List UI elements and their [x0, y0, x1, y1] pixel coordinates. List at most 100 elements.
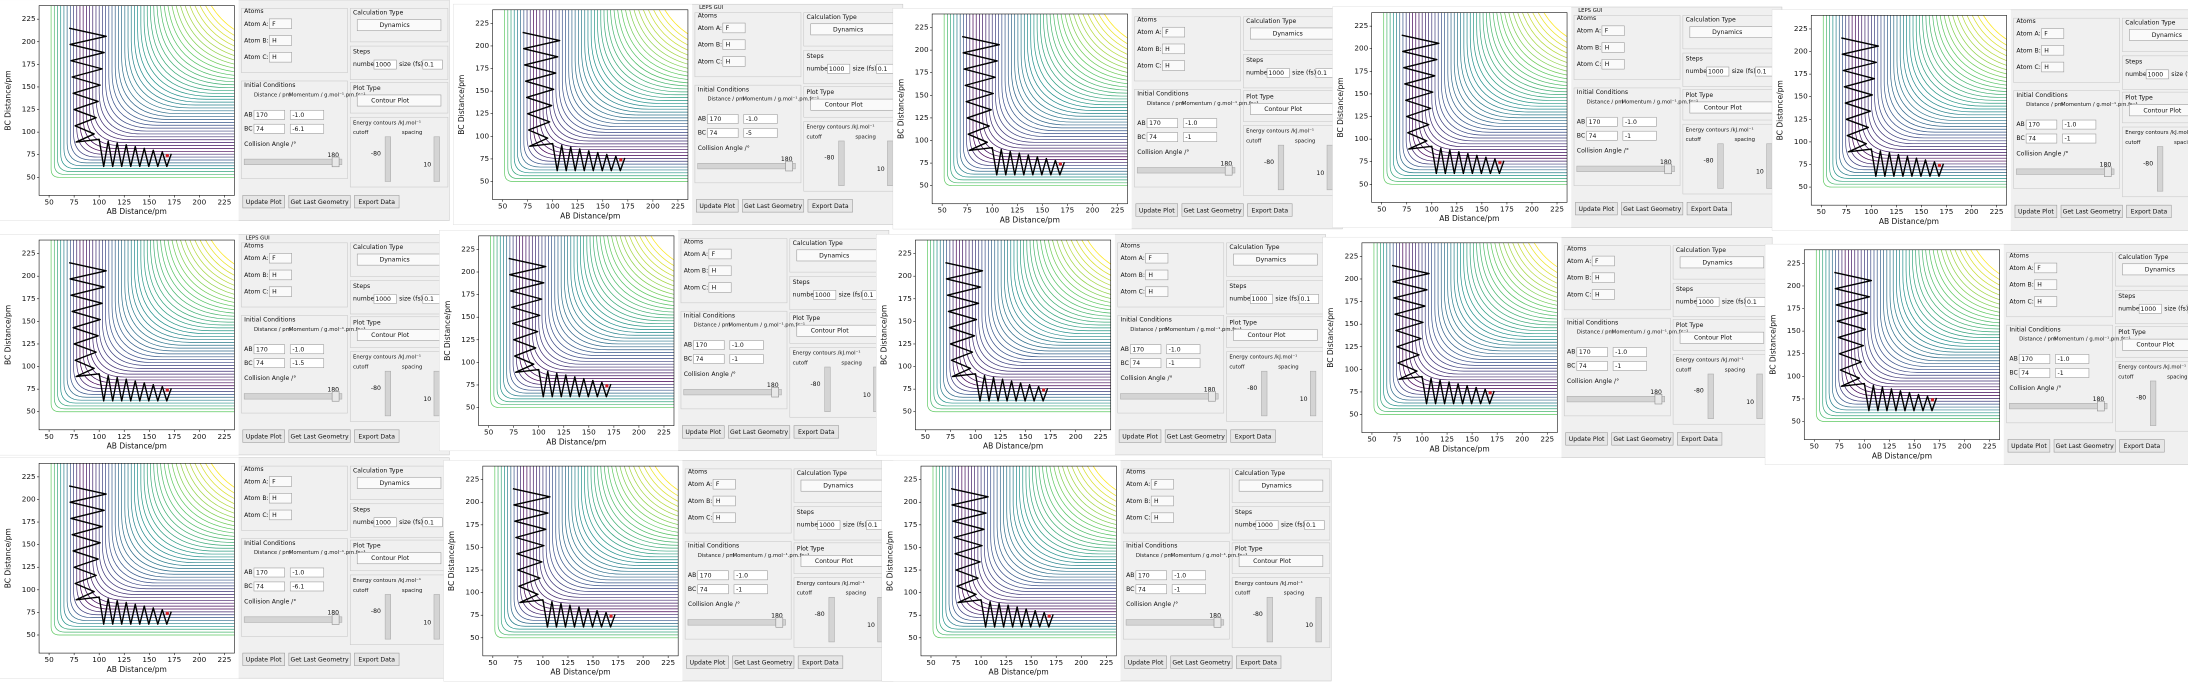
- button[interactable]: [807, 199, 853, 213]
- button[interactable]: [354, 652, 400, 666]
- input[interactable]: [1706, 66, 1730, 77]
- slider-handle[interactable]: [775, 617, 784, 628]
- button[interactable]: [242, 195, 285, 209]
- slider-handle[interactable]: [785, 160, 793, 172]
- atom-dropdown[interactable]: [1601, 25, 1625, 36]
- atom-dropdown[interactable]: [712, 512, 736, 523]
- spacing-slider[interactable]: [1315, 596, 1322, 643]
- input[interactable]: [2018, 354, 2051, 364]
- spacing-slider[interactable]: [433, 370, 440, 417]
- button[interactable]: [696, 199, 739, 213]
- atom-dropdown[interactable]: [1145, 269, 1169, 281]
- cutoff-slider[interactable]: [838, 140, 845, 186]
- dropdown[interactable]: [1679, 331, 1765, 344]
- atom-dropdown[interactable]: [269, 476, 292, 487]
- spacing-slider[interactable]: [1310, 370, 1317, 417]
- cutoff-slider[interactable]: [824, 366, 831, 412]
- input[interactable]: [1130, 358, 1162, 369]
- button[interactable]: [2014, 204, 2058, 218]
- dropdown[interactable]: [2129, 29, 2188, 41]
- angle-slider[interactable]: [2016, 168, 2115, 175]
- input[interactable]: [289, 581, 325, 592]
- slider-handle[interactable]: [1208, 391, 1216, 402]
- slider-handle[interactable]: [331, 614, 340, 625]
- slider-handle[interactable]: [1213, 617, 1222, 628]
- input[interactable]: [1135, 570, 1167, 581]
- button[interactable]: [288, 195, 351, 209]
- atom-dropdown[interactable]: [712, 495, 736, 507]
- atom-dropdown[interactable]: [1145, 286, 1169, 297]
- dropdown[interactable]: [356, 19, 442, 32]
- input[interactable]: [1171, 584, 1206, 595]
- input[interactable]: [2062, 119, 2097, 130]
- input[interactable]: [743, 114, 778, 124]
- cutoff-slider[interactable]: [1261, 370, 1268, 417]
- input[interactable]: [2025, 133, 2058, 144]
- input[interactable]: [422, 59, 443, 70]
- atom-dropdown[interactable]: [269, 269, 292, 281]
- dropdown[interactable]: [1238, 555, 1324, 567]
- atom-dropdown[interactable]: [1162, 26, 1185, 38]
- angle-slider[interactable]: [1136, 167, 1236, 174]
- input[interactable]: [693, 340, 725, 350]
- button[interactable]: [1181, 203, 1244, 217]
- input[interactable]: [693, 354, 725, 364]
- button[interactable]: [1230, 429, 1276, 443]
- input[interactable]: [1135, 584, 1167, 595]
- button[interactable]: [2119, 439, 2165, 453]
- input[interactable]: [289, 358, 325, 369]
- input[interactable]: [1130, 344, 1162, 355]
- input[interactable]: [743, 128, 778, 138]
- cutoff-slider[interactable]: [1707, 373, 1714, 419]
- atom-dropdown[interactable]: [1591, 289, 1615, 300]
- atom-dropdown[interactable]: [1150, 495, 1174, 507]
- input[interactable]: [1696, 296, 1720, 307]
- angle-slider[interactable]: [1120, 393, 1219, 400]
- atom-dropdown[interactable]: [1601, 42, 1625, 53]
- atom-dropdown[interactable]: [1591, 272, 1615, 283]
- input[interactable]: [1166, 344, 1201, 355]
- input[interactable]: [813, 289, 837, 300]
- button[interactable]: [2060, 204, 2123, 218]
- input[interactable]: [253, 109, 285, 120]
- cutoff-slider[interactable]: [828, 596, 835, 643]
- atom-dropdown[interactable]: [722, 56, 746, 67]
- angle-slider[interactable]: [243, 616, 343, 623]
- slider-handle[interactable]: [331, 391, 340, 402]
- input[interactable]: [373, 59, 397, 70]
- atom-dropdown[interactable]: [269, 52, 292, 63]
- input[interactable]: [1266, 68, 1290, 78]
- angle-slider[interactable]: [2009, 403, 2108, 410]
- input[interactable]: [1576, 347, 1608, 357]
- angle-slider[interactable]: [1576, 165, 1675, 172]
- input[interactable]: [1183, 118, 1218, 128]
- input[interactable]: [1146, 118, 1179, 128]
- button[interactable]: [1236, 655, 1282, 669]
- input[interactable]: [1586, 116, 1618, 127]
- atom-dropdown[interactable]: [1150, 512, 1174, 523]
- input[interactable]: [253, 344, 285, 355]
- input[interactable]: [1622, 116, 1657, 127]
- dropdown[interactable]: [356, 94, 442, 107]
- input[interactable]: [2055, 368, 2090, 378]
- input[interactable]: [1146, 132, 1179, 142]
- input[interactable]: [1298, 294, 1319, 304]
- button[interactable]: [742, 199, 805, 213]
- button[interactable]: [1135, 203, 1179, 217]
- dropdown[interactable]: [356, 552, 442, 565]
- dropdown[interactable]: [1233, 329, 1318, 341]
- slider-handle[interactable]: [1664, 163, 1672, 175]
- button[interactable]: [686, 655, 729, 669]
- atom-dropdown[interactable]: [269, 493, 292, 504]
- angle-slider[interactable]: [1566, 396, 1666, 403]
- input[interactable]: [827, 63, 851, 74]
- button[interactable]: [2007, 439, 2051, 453]
- cutoff-slider[interactable]: [1717, 143, 1724, 189]
- input[interactable]: [1183, 132, 1218, 142]
- button[interactable]: [1677, 432, 1723, 446]
- input[interactable]: [1612, 361, 1647, 371]
- spacing-slider[interactable]: [433, 136, 440, 182]
- input[interactable]: [373, 294, 397, 304]
- input[interactable]: [2025, 119, 2058, 130]
- spacing-slider[interactable]: [1766, 143, 1773, 189]
